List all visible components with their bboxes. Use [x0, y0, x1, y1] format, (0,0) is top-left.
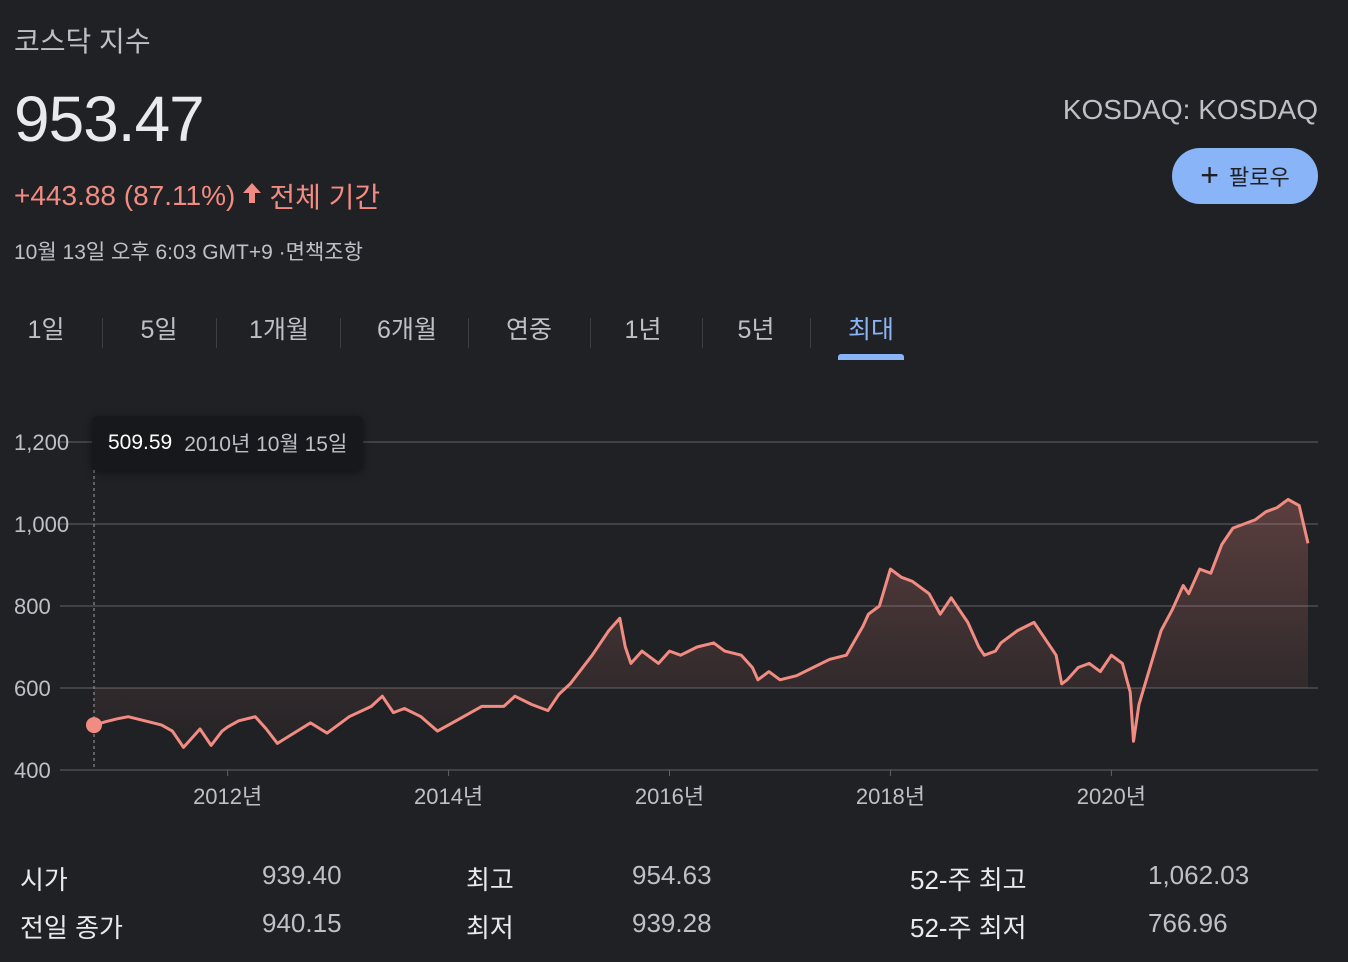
series-area	[94, 499, 1308, 748]
y-tick-label: 1,000	[14, 512, 69, 537]
tab-6m[interactable]: 6개월	[377, 316, 437, 344]
stat-value: 939.40	[262, 860, 342, 890]
price-change: +443.88 (87.11%) 전체 기간	[14, 176, 380, 216]
y-tick-label: 400	[14, 758, 51, 783]
stat-label: 최저	[466, 913, 514, 943]
price-chart[interactable]: 1,200 1,000 800 600 400 2012년 2014년 2016년 2018년 2…	[0, 400, 1348, 820]
tab-1d[interactable]: 1일	[27, 316, 65, 344]
x-tick-label: 2018년	[856, 784, 925, 809]
follow-label: 팔로우	[1228, 165, 1290, 190]
chart-tooltip: 509.59 2010년 10월 15일	[92, 416, 364, 470]
stat-label: 최고	[466, 865, 514, 895]
current-price: 953.47	[14, 83, 205, 155]
tab-5y[interactable]: 5년	[737, 316, 775, 344]
x-tick-label: 2014년	[414, 784, 483, 809]
stat-label: 전일 종가	[20, 913, 123, 943]
tab-divider	[340, 318, 341, 348]
stat-label: 52-주 최고	[910, 865, 1027, 895]
tab-5d[interactable]: 5일	[140, 316, 178, 344]
tab-divider	[102, 318, 103, 348]
tab-max[interactable]: 최대	[838, 296, 904, 360]
x-tick-label: 2016년	[635, 784, 704, 809]
x-tick-label: 2012년	[193, 784, 262, 809]
y-tick-label: 1,200	[14, 430, 69, 455]
ticker-symbol: KOSDAQ: KOSDAQ	[1062, 94, 1318, 125]
y-tick-label: 800	[14, 594, 51, 619]
y-tick-label: 600	[14, 676, 51, 701]
range-tabs: 1일 5일 1개월 6개월 연중 1년 5년 최대	[0, 296, 920, 360]
stat-value: 766.96	[1148, 908, 1228, 938]
tooltip-date: 2010년 10월 15일	[184, 433, 348, 456]
change-value: +443.88 (87.11%)	[14, 180, 236, 211]
tab-divider	[216, 318, 217, 348]
timestamp-disclaimer[interactable]: 10월 13일 오후 6:03 GMT+9 ·면책조항	[14, 241, 363, 264]
index-title: 코스닥 지수	[14, 26, 151, 57]
tab-1y[interactable]: 1년	[624, 316, 662, 344]
stat-label: 시가	[20, 865, 68, 895]
follow-button[interactable]: + 팔로우	[1172, 148, 1318, 204]
x-tick-label: 2020년	[1077, 784, 1146, 809]
change-period: 전체 기간	[269, 182, 381, 213]
tab-divider	[810, 318, 811, 348]
tab-divider	[702, 318, 703, 348]
tab-ytd[interactable]: 연중	[505, 316, 552, 344]
stat-label: 52-주 최저	[910, 913, 1027, 943]
stat-value: 939.28	[632, 908, 712, 938]
series-line	[93, 497, 1310, 749]
stat-value: 1,062.03	[1148, 860, 1250, 890]
stat-value: 954.63	[632, 860, 712, 890]
arrow-up-icon	[241, 180, 263, 212]
hover-point	[86, 717, 102, 734]
stat-value: 940.15	[262, 908, 342, 938]
tooltip-value: 509.59	[108, 431, 173, 454]
plus-icon: +	[1200, 157, 1219, 193]
tab-divider	[590, 318, 591, 348]
tab-divider	[468, 318, 469, 348]
tab-1m[interactable]: 1개월	[249, 316, 309, 344]
